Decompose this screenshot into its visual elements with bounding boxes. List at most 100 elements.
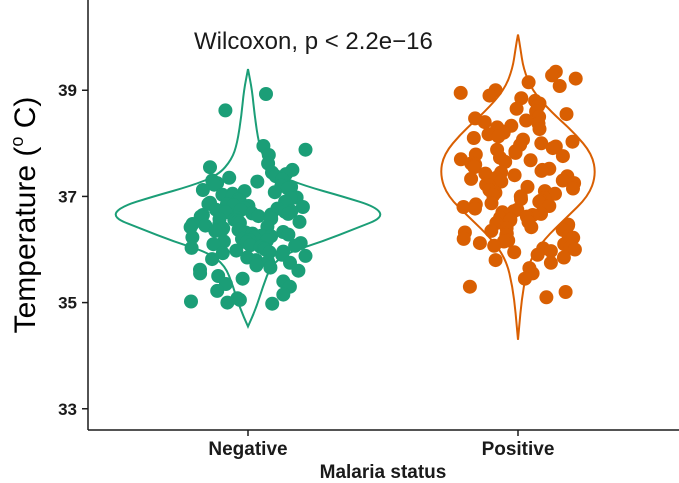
y-ticks: 33 35 37 39 <box>58 81 88 419</box>
point-positive-73 <box>484 196 499 211</box>
y-tick-label-33: 33 <box>58 400 77 419</box>
point-positive-91 <box>524 220 539 235</box>
point-negative-20 <box>195 183 210 197</box>
point-positive-27 <box>466 131 481 145</box>
y-tick-label-37: 37 <box>58 187 77 206</box>
x-axis-title: Malaria status <box>320 462 447 483</box>
point-positive-118 <box>462 279 477 294</box>
point-positive-2 <box>568 71 583 86</box>
point-positive-77 <box>468 201 482 216</box>
point-positive-33 <box>545 141 560 156</box>
violin-negative <box>114 68 382 329</box>
point-negative-16 <box>207 177 222 192</box>
x-tick-label-positive: Positive <box>482 439 555 460</box>
point-negative-116 <box>265 296 280 311</box>
point-positive-4 <box>552 79 567 93</box>
point-positive-117 <box>517 271 532 286</box>
point-negative-84 <box>288 238 303 253</box>
point-positive-38 <box>555 149 570 164</box>
point-negative-92 <box>215 246 230 261</box>
point-positive-114 <box>543 255 558 270</box>
point-negative-96 <box>205 252 220 267</box>
y-axis-title-prefix: Temperature ( <box>9 147 42 334</box>
point-negative-0 <box>259 87 273 101</box>
point-negative-83 <box>243 238 258 253</box>
point-negative-86 <box>184 240 199 255</box>
point-positive-66 <box>548 186 562 201</box>
point-negative-11 <box>222 170 237 185</box>
point-positive-52 <box>507 168 522 183</box>
point-positive-29 <box>565 134 580 149</box>
point-positive-26 <box>491 129 506 144</box>
point-negative-57 <box>292 214 307 229</box>
point-positive-110 <box>507 245 522 260</box>
point-positive-112 <box>556 250 571 265</box>
point-positive-62 <box>566 181 580 196</box>
point-negative-111 <box>276 287 291 302</box>
point-positive-100 <box>456 231 471 246</box>
point-negative-104 <box>193 266 208 281</box>
point-positive-70 <box>514 192 528 207</box>
point-negative-67 <box>208 223 223 238</box>
point-positive-108 <box>567 242 582 257</box>
point-positive-56 <box>555 173 570 188</box>
point-positive-7 <box>482 88 497 103</box>
point-negative-101 <box>263 260 278 275</box>
point-negative-89 <box>229 243 244 258</box>
y-tick-label-35: 35 <box>58 294 77 313</box>
point-positive-113 <box>488 253 503 268</box>
point-positive-49 <box>534 163 549 178</box>
point-positive-22 <box>532 122 547 136</box>
wilcoxon-annotation: Wilcoxon, p < 2.2e−16 <box>194 28 433 55</box>
point-negative-22 <box>267 185 282 200</box>
y-axis-title-superscript: o <box>7 137 27 147</box>
point-negative-14 <box>250 174 265 189</box>
point-negative-71 <box>281 227 296 242</box>
point-negative-113 <box>232 292 247 307</box>
point-positive-3 <box>521 75 536 90</box>
point-positive-1 <box>545 68 560 83</box>
point-positive-111 <box>530 247 545 262</box>
point-negative-106 <box>235 271 250 286</box>
point-negative-82 <box>206 237 221 252</box>
point-positive-103 <box>472 236 487 251</box>
y-tick-label-39: 39 <box>58 81 77 100</box>
x-ticks: Negative Positive <box>208 430 554 460</box>
point-positive-119 <box>558 285 573 299</box>
y-axis-title-suffix: C) <box>9 97 42 137</box>
point-positive-30 <box>534 136 549 151</box>
points-layer <box>183 64 583 311</box>
point-positive-105 <box>487 238 502 253</box>
point-negative-79 <box>216 234 231 249</box>
point-positive-109 <box>543 244 558 259</box>
point-positive-55 <box>464 171 479 186</box>
point-negative-36 <box>295 200 310 214</box>
point-positive-17 <box>519 113 534 128</box>
point-positive-12 <box>509 101 524 116</box>
point-negative-74 <box>185 230 200 245</box>
point-negative-6 <box>203 160 217 175</box>
x-tick-label-negative: Negative <box>208 439 287 460</box>
point-positive-120 <box>539 290 554 305</box>
point-positive-14 <box>559 107 574 122</box>
point-negative-48 <box>251 209 266 224</box>
point-positive-57 <box>494 174 509 189</box>
point-positive-36 <box>508 145 523 160</box>
point-positive-51 <box>478 166 493 181</box>
point-positive-8 <box>514 91 529 106</box>
point-positive-76 <box>456 200 471 214</box>
y-axis-title: Temperature (o C) <box>7 97 42 334</box>
point-negative-94 <box>298 248 313 263</box>
point-positive-42 <box>498 154 513 169</box>
point-positive-46 <box>467 160 482 175</box>
point-negative-103 <box>291 263 306 278</box>
point-positive-6 <box>453 85 468 100</box>
point-positive-18 <box>477 115 492 130</box>
point-negative-1 <box>218 103 233 118</box>
point-negative-114 <box>184 294 198 309</box>
point-negative-115 <box>220 295 235 310</box>
point-negative-100 <box>249 258 264 273</box>
point-negative-45 <box>281 206 296 221</box>
point-negative-110 <box>210 283 225 298</box>
